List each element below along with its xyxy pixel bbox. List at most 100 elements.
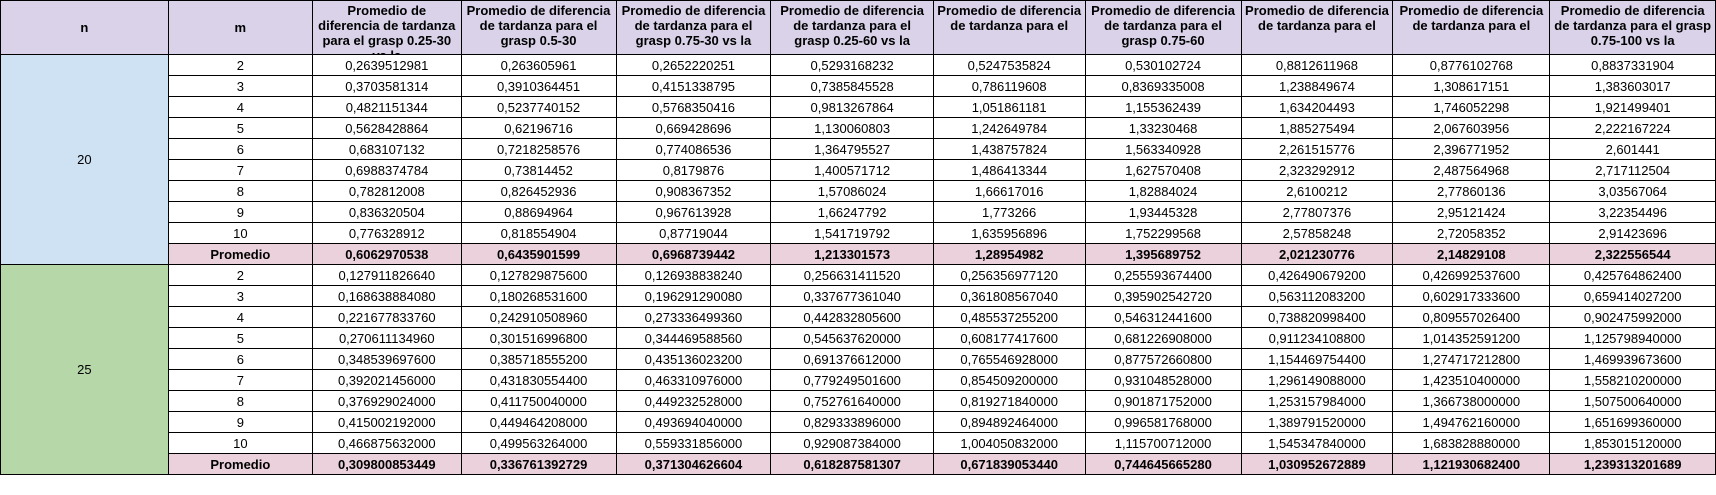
value-cell[interactable]: 1,274717212800 xyxy=(1392,348,1551,370)
value-cell[interactable]: 2,396771952 xyxy=(1392,138,1551,160)
average-value-cell[interactable]: 1,28954982 xyxy=(932,243,1086,265)
average-value-cell[interactable]: 0,309800853449 xyxy=(312,453,462,475)
value-cell[interactable]: 0,127829875600 xyxy=(460,264,617,286)
value-cell[interactable]: 0,602917333600 xyxy=(1392,285,1551,307)
value-cell[interactable]: 0,127911826640 xyxy=(312,264,462,286)
value-cell[interactable]: 1,545347840000 xyxy=(1240,432,1394,454)
value-cell[interactable]: 1,746052298 xyxy=(1392,96,1551,118)
m-cell[interactable]: 7 xyxy=(167,369,314,391)
m-cell[interactable]: 4 xyxy=(167,96,314,118)
value-cell[interactable]: 0,3910364451 xyxy=(460,75,617,97)
value-cell[interactable]: 2,6100212 xyxy=(1240,180,1394,202)
value-cell[interactable]: 1,773266 xyxy=(932,201,1086,223)
value-cell[interactable]: 2,261515776 xyxy=(1240,138,1394,160)
value-cell[interactable]: 0,967613928 xyxy=(615,201,772,223)
m-cell[interactable]: 7 xyxy=(167,159,314,181)
value-cell[interactable]: 0,499563264000 xyxy=(460,432,617,454)
value-cell[interactable]: 0,5628428864 xyxy=(312,117,462,139)
value-cell[interactable]: 0,493694040000 xyxy=(615,411,772,433)
value-cell[interactable]: 0,779249501600 xyxy=(770,369,934,391)
value-cell[interactable]: 0,2652220251 xyxy=(615,54,772,76)
average-value-cell[interactable]: 0,618287581307 xyxy=(770,453,934,475)
value-cell[interactable]: 0,5768350416 xyxy=(615,96,772,118)
value-cell[interactable]: 0,411750040000 xyxy=(460,390,617,412)
average-value-cell[interactable]: 1,030952672889 xyxy=(1240,453,1394,475)
value-cell[interactable]: 1,423510400000 xyxy=(1392,369,1551,391)
value-cell[interactable]: 1,627570408 xyxy=(1084,159,1242,181)
value-cell[interactable]: 0,836320504 xyxy=(312,201,462,223)
average-value-cell[interactable]: 0,744645665280 xyxy=(1084,453,1242,475)
value-cell[interactable]: 0,263605961 xyxy=(460,54,617,76)
value-cell[interactable]: 1,238849674 xyxy=(1240,75,1394,97)
value-cell[interactable]: 0,546312441600 xyxy=(1084,306,1242,328)
m-cell[interactable]: 2 xyxy=(167,54,314,76)
average-label-cell[interactable]: Promedio xyxy=(167,243,314,265)
value-cell[interactable]: 0,752761640000 xyxy=(770,390,934,412)
value-cell[interactable]: 0,256631411520 xyxy=(770,264,934,286)
value-cell[interactable]: 3,03567064 xyxy=(1549,180,1716,202)
header-col-7[interactable]: Promedio de diferencia de tardanza para … xyxy=(1240,0,1394,55)
value-cell[interactable]: 1,486413344 xyxy=(932,159,1086,181)
value-cell[interactable]: 0,782812008 xyxy=(312,180,462,202)
average-value-cell[interactable]: 1,395689752 xyxy=(1084,243,1242,265)
value-cell[interactable]: 0,854509200000 xyxy=(932,369,1086,391)
value-cell[interactable]: 1,014352591200 xyxy=(1392,327,1551,349)
value-cell[interactable]: 2,91423696 xyxy=(1549,222,1716,244)
average-value-cell[interactable]: 1,239313201689 xyxy=(1549,453,1716,475)
header-col-5[interactable]: Promedio de diferencia de tardanza para … xyxy=(932,0,1086,55)
value-cell[interactable]: 0,62196716 xyxy=(460,117,617,139)
value-cell[interactable]: 0,901871752000 xyxy=(1084,390,1242,412)
value-cell[interactable]: 1,651699360000 xyxy=(1549,411,1716,433)
value-cell[interactable]: 1,400571712 xyxy=(770,159,934,181)
value-cell[interactable]: 0,273336499360 xyxy=(615,306,772,328)
value-cell[interactable]: 1,558210200000 xyxy=(1549,369,1716,391)
value-cell[interactable]: 0,765546928000 xyxy=(932,348,1086,370)
value-cell[interactable]: 1,155362439 xyxy=(1084,96,1242,118)
value-cell[interactable]: 1,308617151 xyxy=(1392,75,1551,97)
value-cell[interactable]: 0,180268531600 xyxy=(460,285,617,307)
value-cell[interactable]: 0,786119608 xyxy=(932,75,1086,97)
m-cell[interactable]: 5 xyxy=(167,327,314,349)
value-cell[interactable]: 0,348539697600 xyxy=(312,348,462,370)
value-cell[interactable]: 0,4151338795 xyxy=(615,75,772,97)
value-cell[interactable]: 0,894892464000 xyxy=(932,411,1086,433)
value-cell[interactable]: 0,88694964 xyxy=(460,201,617,223)
value-cell[interactable]: 0,826452936 xyxy=(460,180,617,202)
value-cell[interactable]: 1,563340928 xyxy=(1084,138,1242,160)
value-cell[interactable]: 3,22354496 xyxy=(1549,201,1716,223)
value-cell[interactable]: 2,57858248 xyxy=(1240,222,1394,244)
value-cell[interactable]: 0,73814452 xyxy=(460,159,617,181)
value-cell[interactable]: 0,829333896000 xyxy=(770,411,934,433)
m-cell[interactable]: 9 xyxy=(167,411,314,433)
header-col-1[interactable]: Promedio de diferencia de tardanza para … xyxy=(312,0,462,55)
value-cell[interactable]: 1,469939673600 xyxy=(1549,348,1716,370)
value-cell[interactable]: 0,902475992000 xyxy=(1549,306,1716,328)
value-cell[interactable]: 0,426992537600 xyxy=(1392,264,1551,286)
value-cell[interactable]: 0,8179876 xyxy=(615,159,772,181)
value-cell[interactable]: 0,8776102768 xyxy=(1392,54,1551,76)
value-cell[interactable]: 0,196291290080 xyxy=(615,285,772,307)
value-cell[interactable]: 0,996581768000 xyxy=(1084,411,1242,433)
value-cell[interactable]: 0,415002192000 xyxy=(312,411,462,433)
value-cell[interactable]: 2,717112504 xyxy=(1549,159,1716,181)
value-cell[interactable]: 0,2639512981 xyxy=(312,54,462,76)
value-cell[interactable]: 1,683828880000 xyxy=(1392,432,1551,454)
value-cell[interactable]: 0,425764862400 xyxy=(1549,264,1716,286)
m-cell[interactable]: 8 xyxy=(167,390,314,412)
value-cell[interactable]: 1,634204493 xyxy=(1240,96,1394,118)
value-cell[interactable]: 2,067603956 xyxy=(1392,117,1551,139)
average-value-cell[interactable]: 0,6968739442 xyxy=(615,243,772,265)
value-cell[interactable]: 0,449232528000 xyxy=(615,390,772,412)
value-cell[interactable]: 0,929087384000 xyxy=(770,432,934,454)
value-cell[interactable]: 2,222167224 xyxy=(1549,117,1716,139)
average-value-cell[interactable]: 2,14829108 xyxy=(1392,243,1551,265)
value-cell[interactable]: 0,8369335008 xyxy=(1084,75,1242,97)
value-cell[interactable]: 0,931048528000 xyxy=(1084,369,1242,391)
header-n[interactable]: n xyxy=(0,0,169,55)
value-cell[interactable]: 1,004050832000 xyxy=(932,432,1086,454)
value-cell[interactable]: 1,853015120000 xyxy=(1549,432,1716,454)
value-cell[interactable]: 0,442832805600 xyxy=(770,306,934,328)
m-cell[interactable]: 4 xyxy=(167,306,314,328)
group-n-cell[interactable]: 25 xyxy=(0,264,169,475)
header-col-6[interactable]: Promedio de diferencia de tardanza para … xyxy=(1084,0,1242,55)
